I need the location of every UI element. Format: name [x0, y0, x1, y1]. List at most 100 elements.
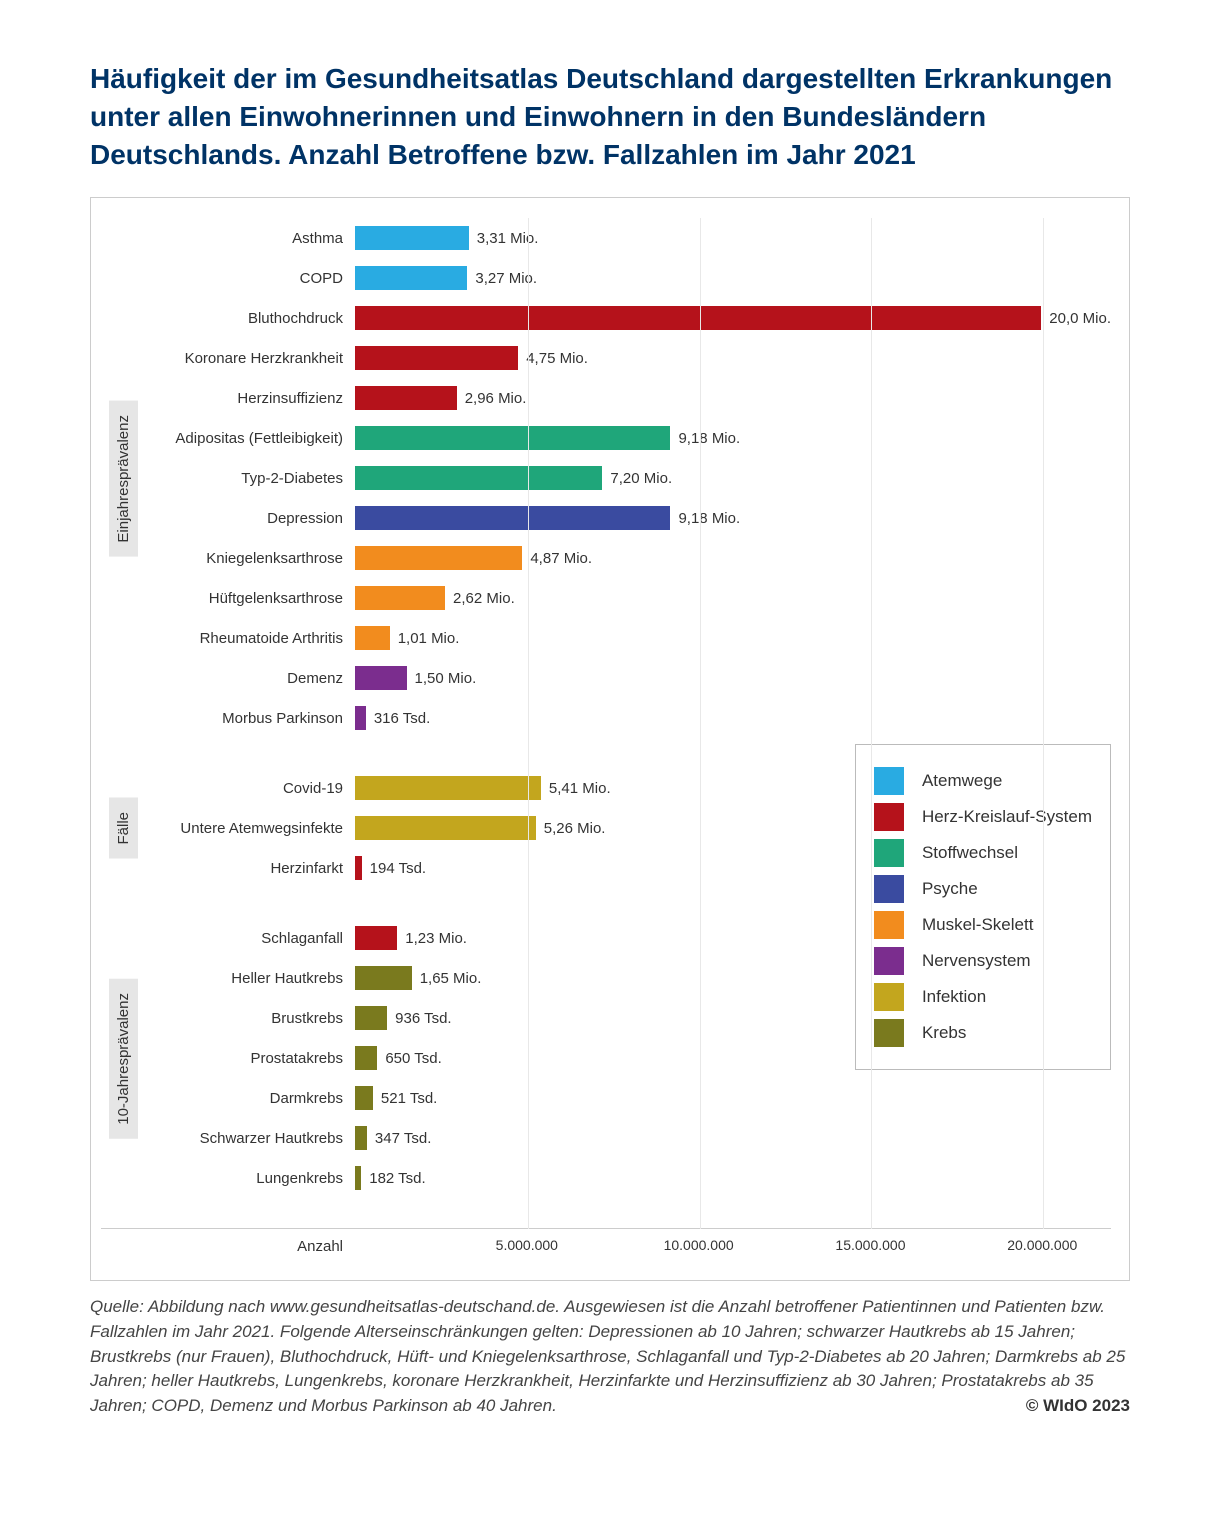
bar-area: 20,0 Mio. [355, 298, 1111, 338]
bar [355, 1086, 373, 1110]
bar [355, 1126, 367, 1150]
bar [355, 856, 362, 880]
bar-value: 1,65 Mio. [420, 970, 482, 987]
legend-item: Nervensystem [874, 947, 1092, 975]
bar-area: 347 Tsd. [355, 1118, 1111, 1158]
bar-area: 2,96 Mio. [355, 378, 1111, 418]
bar [355, 306, 1041, 330]
bar [355, 1006, 387, 1030]
legend-swatch [874, 803, 904, 831]
row-label: Prostatakrebs [145, 1050, 355, 1067]
legend-item: Atemwege [874, 767, 1092, 795]
legend-label: Krebs [922, 1023, 966, 1043]
bar-area: 3,27 Mio. [355, 258, 1111, 298]
bar-value: 4,87 Mio. [530, 550, 592, 567]
chart-row: Morbus Parkinson316 Tsd. [145, 698, 1111, 738]
bar-value: 182 Tsd. [369, 1170, 425, 1187]
bar [355, 666, 407, 690]
bar [355, 466, 602, 490]
legend-item: Psyche [874, 875, 1092, 903]
x-axis: Anzahl 5.000.00010.000.00015.000.00020.0… [101, 1228, 1111, 1264]
group-label: 10-Jahresprävalenz [109, 979, 138, 1139]
row-label: Darmkrebs [145, 1090, 355, 1107]
page: Häufigkeit der im Gesundheitsatlas Deuts… [0, 0, 1220, 1459]
chart-row: Typ-2-Diabetes 7,20 Mio. [145, 458, 1111, 498]
bar [355, 776, 541, 800]
row-label: Herzinsuffizienz [145, 390, 355, 407]
row-label: Depression [145, 510, 355, 527]
chart-title: Häufigkeit der im Gesundheitsatlas Deuts… [90, 60, 1130, 173]
group-label: Fälle [109, 798, 138, 859]
chart-row: Koronare Herzkrankheit 4,75 Mio. [145, 338, 1111, 378]
legend: Atemwege Herz-Kreislauf-System Stoffwechse… [855, 744, 1111, 1070]
bar [355, 816, 536, 840]
legend-item: Infektion [874, 983, 1092, 1011]
bar-value: 194 Tsd. [370, 860, 426, 877]
row-label: Untere Atemwegsinfekte [145, 820, 355, 837]
copyright: © WIdO 2023 [1026, 1394, 1130, 1419]
bar-value: 3,31 Mio. [477, 230, 539, 247]
x-tick: 5.000.000 [496, 1237, 558, 1253]
row-label: Asthma [145, 230, 355, 247]
legend-swatch [874, 947, 904, 975]
bar-value: 2,96 Mio. [465, 390, 527, 407]
chart-row: Lungenkrebs 182 Tsd. [145, 1158, 1111, 1198]
legend-label: Herz-Kreislauf-System [922, 807, 1092, 827]
legend-label: Stoffwechsel [922, 843, 1018, 863]
bar-value: 5,41 Mio. [549, 780, 611, 797]
bar [355, 626, 390, 650]
chart-body: EinjahresprävalenzAsthma3,31 Mio.COPD3,2… [101, 218, 1111, 1264]
bar [355, 926, 397, 950]
bar-value: 4,75 Mio. [526, 350, 588, 367]
bar-value: 347 Tsd. [375, 1130, 431, 1147]
bar-value: 650 Tsd. [385, 1050, 441, 1067]
legend-item: Stoffwechsel [874, 839, 1092, 867]
bar-value: 3,27 Mio. [475, 270, 537, 287]
bar [355, 506, 670, 530]
bar-area: 1,01 Mio. [355, 618, 1111, 658]
bar-value: 2,62 Mio. [453, 590, 515, 607]
bar-area: 4,75 Mio. [355, 338, 1111, 378]
bar [355, 1046, 377, 1070]
bar-value: 1,23 Mio. [405, 930, 467, 947]
row-label: Bluthochdruck [145, 310, 355, 327]
bar [355, 706, 366, 730]
bar-value: 9,18 Mio. [678, 430, 740, 447]
row-label: Morbus Parkinson [145, 710, 355, 727]
row-label: Demenz [145, 670, 355, 687]
x-axis-label: Anzahl [101, 1238, 355, 1255]
bar-area: 1,50 Mio. [355, 658, 1111, 698]
bar [355, 346, 518, 370]
legend-label: Atemwege [922, 771, 1002, 791]
row-label: Koronare Herzkrankheit [145, 350, 355, 367]
row-label: Hüftgelenksarthrose [145, 590, 355, 607]
bar [355, 226, 469, 250]
bar-value: 20,0 Mio. [1049, 310, 1111, 327]
bar-value: 7,20 Mio. [610, 470, 672, 487]
footnote: Quelle: Abbildung nach www.gesundheitsat… [90, 1295, 1130, 1418]
row-label: Lungenkrebs [145, 1170, 355, 1187]
legend-swatch [874, 1019, 904, 1047]
chart-row: Asthma 3,31 Mio. [145, 218, 1111, 258]
chart-row: Bluthochdruck 20,0 Mio. [145, 298, 1111, 338]
chart-row: Herzinsuffizienz 2,96 Mio. [145, 378, 1111, 418]
bar [355, 586, 445, 610]
row-label: Typ-2-Diabetes [145, 470, 355, 487]
bar [355, 1166, 361, 1190]
chart-row: Darmkrebs 521 Tsd. [145, 1078, 1111, 1118]
bar-value: 1,50 Mio. [415, 670, 477, 687]
chart-row: Demenz 1,50 Mio. [145, 658, 1111, 698]
row-label: Adipositas (Fettleibigkeit) [145, 430, 355, 447]
x-tick: 10.000.000 [664, 1237, 734, 1253]
row-label: Rheumatoide Arthritis [145, 630, 355, 647]
chart-row: Depression9,18 Mio. [145, 498, 1111, 538]
x-tick: 15.000.000 [835, 1237, 905, 1253]
row-label: Covid-19 [145, 780, 355, 797]
group: EinjahresprävalenzAsthma3,31 Mio.COPD3,2… [101, 218, 1111, 738]
row-label: Kniegelenksarthrose [145, 550, 355, 567]
row-label: Brustkrebs [145, 1010, 355, 1027]
x-axis-ticks: 5.000.00010.000.00015.000.00020.000.000 [355, 1229, 1111, 1264]
bar-value: 521 Tsd. [381, 1090, 437, 1107]
legend-swatch [874, 839, 904, 867]
chart-row: Schwarzer Hautkrebs347 Tsd. [145, 1118, 1111, 1158]
